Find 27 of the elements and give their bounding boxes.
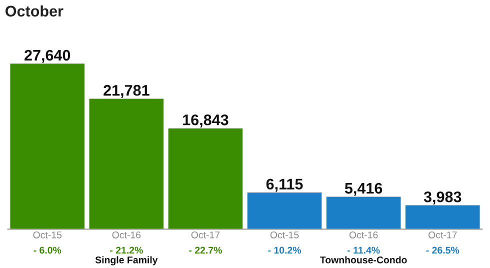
bar <box>168 128 243 230</box>
text: - 6.0% <box>34 246 62 254</box>
text: Townhouse-Condo <box>320 256 407 264</box>
data-label: 6,115 <box>266 178 303 192</box>
data-label: 27,640 <box>24 50 70 63</box>
data-label: 16,843 <box>183 114 228 128</box>
data-label: 3,983 <box>424 191 462 204</box>
x-tick-label: Oct-16 <box>349 231 378 238</box>
x-tick-label: Oct-15 <box>270 231 299 238</box>
data-label: 21,781 <box>104 84 150 98</box>
data-label: 5,416 <box>344 182 382 196</box>
bar <box>89 98 164 230</box>
text: Single Family <box>95 256 158 266</box>
x-tick-label: Oct-16 <box>112 231 141 238</box>
bar <box>405 205 480 230</box>
bar <box>247 192 322 230</box>
text: - 21.2% <box>110 246 143 254</box>
x-tick-label: Oct-15 <box>33 231 62 238</box>
text: - 10.2% <box>268 246 302 254</box>
text: - 11.4% <box>347 246 380 254</box>
bar <box>326 196 401 230</box>
text: - 22.7% <box>189 246 222 254</box>
x-tick-label: Oct-17 <box>191 231 220 238</box>
text: - 26.5% <box>426 246 460 254</box>
x-tick-label: Oct-17 <box>428 231 457 238</box>
chart-title: October <box>6 5 64 17</box>
bar <box>10 64 85 230</box>
